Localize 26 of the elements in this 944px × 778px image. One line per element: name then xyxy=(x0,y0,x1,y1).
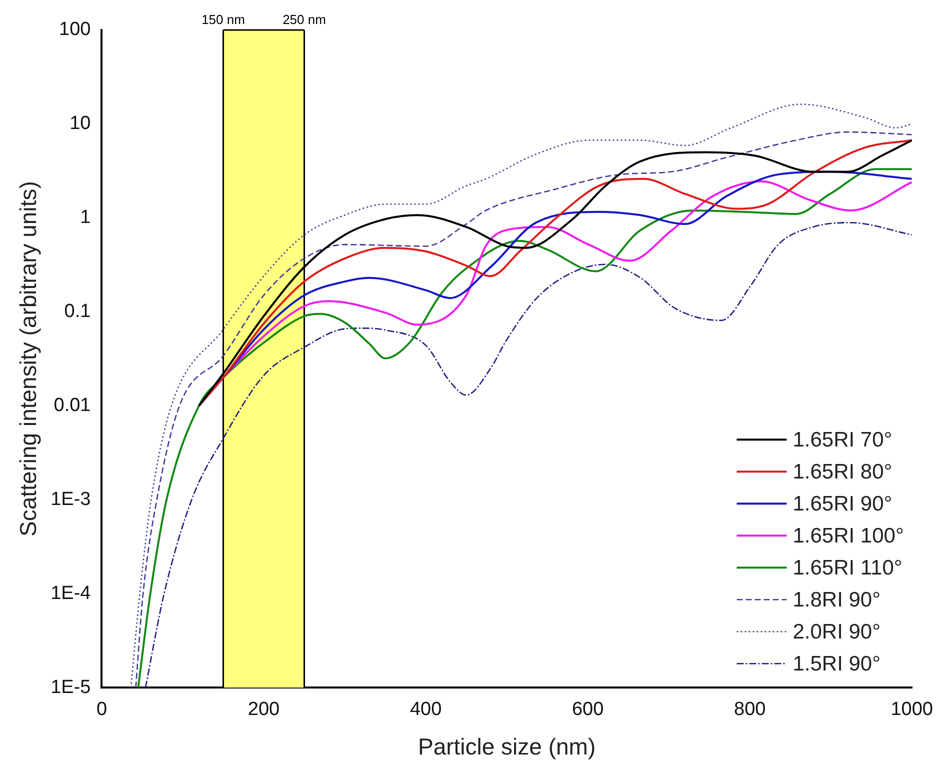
y-tick-label: 0.1 xyxy=(64,301,91,322)
y-tick-label: 100 xyxy=(59,19,91,40)
legend-label: 1.65RI 100° xyxy=(792,524,904,548)
legend-label: 1.65RI 80° xyxy=(792,460,892,484)
ref-line-label: 250 nm xyxy=(282,12,326,28)
y-axis-title: Scattering intensity (arbitrary units) xyxy=(15,181,42,536)
y-tick-label: 1E-4 xyxy=(50,582,92,604)
legend-label: 1.65RI 110° xyxy=(792,556,902,580)
y-tick-label: 1E-3 xyxy=(50,488,91,510)
x-tick-label: 200 xyxy=(248,699,280,720)
legend-label: 1.8RI 90° xyxy=(792,588,881,612)
y-tick-label: 10 xyxy=(70,113,91,134)
legend-label: 1.5RI 90° xyxy=(792,652,881,676)
legend-label: 1.65RI 70° xyxy=(792,428,892,452)
y-tick-label: 0.01 xyxy=(54,395,91,416)
x-axis-title: Particle size (nm) xyxy=(418,734,596,760)
x-tick-label: 400 xyxy=(410,699,442,720)
x-tick-label: 600 xyxy=(572,699,604,720)
x-tick-label: 0 xyxy=(96,699,108,720)
x-tick-label: 800 xyxy=(734,699,766,720)
x-tick-label: 1000 xyxy=(890,699,934,720)
legend-label: 1.65RI 90° xyxy=(792,492,892,516)
y-tick-label: 1 xyxy=(80,207,91,228)
legend-label: 2.0RI 90° xyxy=(792,620,881,644)
ref-line-label: 150 nm xyxy=(202,12,245,28)
y-tick-label: 1E-5 xyxy=(50,676,91,698)
